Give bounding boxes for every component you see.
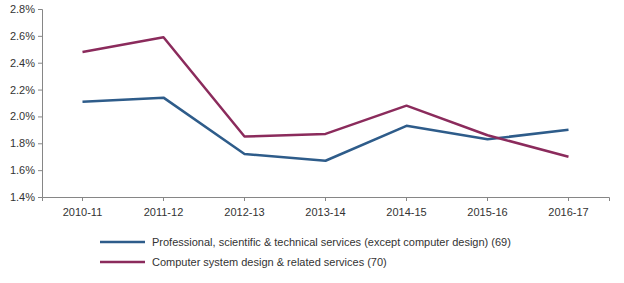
y-tick-label: 1.8%: [10, 137, 35, 149]
y-tick: 1.6%: [10, 164, 42, 176]
legend-label: Professional, scientific & technical ser…: [152, 236, 511, 248]
y-tick: 2.6%: [10, 30, 42, 42]
y-tick-mark: [38, 9, 42, 10]
y-tick-mark: [38, 143, 42, 144]
y-tick-label: 2.0%: [10, 110, 35, 122]
x-tick: 2010-11: [63, 197, 103, 218]
x-tick: 2011-12: [144, 197, 184, 218]
y-tick-mark: [38, 36, 42, 37]
legend-item: Computer system design & related service…: [100, 256, 387, 268]
x-tick-label: 2013-14: [305, 206, 345, 218]
x-tick: 2015-16: [467, 197, 507, 218]
x-axis: 2010-11 2011-12 2012-13 2013-14 2014-15 2015-…: [43, 197, 610, 218]
x-tick: 2012-13: [224, 197, 264, 218]
x-tick: 2013-14: [305, 197, 345, 218]
series-lines: [83, 37, 569, 161]
y-tick-label: 2.2%: [10, 84, 35, 96]
y-tick: 2.4%: [10, 57, 42, 69]
x-tick-label: 2011-12: [144, 206, 184, 218]
y-tick-mark: [38, 197, 42, 198]
x-tick-label: 2012-13: [224, 206, 264, 218]
y-tick: 2.0%: [10, 110, 42, 122]
y-tick-mark: [38, 116, 42, 117]
legend-label: Computer system design & related service…: [152, 256, 387, 268]
y-tick-label: 1.6%: [10, 164, 35, 176]
series-line: [83, 37, 569, 157]
y-tick-label: 1.4%: [10, 191, 35, 203]
x-tick-label: 2010-11: [63, 206, 103, 218]
x-tick-mark: [568, 197, 569, 201]
chart: 1.4%1.6%1.8%2.0%2.2%2.4%2.6%2.8%2010-112…: [0, 0, 624, 283]
y-tick-label: 2.4%: [10, 57, 35, 69]
y-tick: 1.4%: [10, 191, 42, 203]
x-tick-mark: [325, 197, 326, 201]
x-tick: 2016-17: [548, 197, 588, 218]
x-tick-mark: [487, 197, 488, 201]
y-axis-line: [38, 10, 43, 198]
x-tick-mark: [82, 197, 83, 201]
x-tick-label: 2016-17: [548, 206, 588, 218]
x-tick: 2014-15: [386, 197, 426, 218]
y-tick-label: 2.6%: [10, 30, 35, 42]
series-line: [83, 98, 569, 161]
y-tick-mark: [38, 63, 42, 64]
x-tick-mark: [406, 197, 407, 201]
x-tick-mark: [244, 197, 245, 201]
legend-item: Professional, scientific & technical ser…: [100, 236, 511, 248]
x-axis-line: [43, 198, 610, 202]
legend-swatch: [100, 261, 145, 264]
y-tick: 2.8%: [10, 3, 42, 15]
plot-area: 1.4%1.6%1.8%2.0%2.2%2.4%2.6%2.8%2010-112…: [10, 3, 610, 218]
y-tick-mark: [38, 170, 42, 171]
y-tick-label: 2.8%: [10, 3, 35, 15]
y-axis: 1.4% 1.6% 1.8% 2.0% 2.2% 2.4% 2.6% 2.8%: [10, 3, 43, 203]
legend: Professional, scientific & technical ser…: [100, 236, 511, 268]
x-tick-mark: [163, 197, 164, 201]
y-tick-mark: [38, 90, 42, 91]
legend-swatch: [100, 241, 145, 244]
x-tick-label: 2014-15: [386, 206, 426, 218]
y-tick: 1.8%: [10, 137, 42, 149]
y-tick: 2.2%: [10, 84, 42, 96]
x-tick-label: 2015-16: [467, 206, 507, 218]
